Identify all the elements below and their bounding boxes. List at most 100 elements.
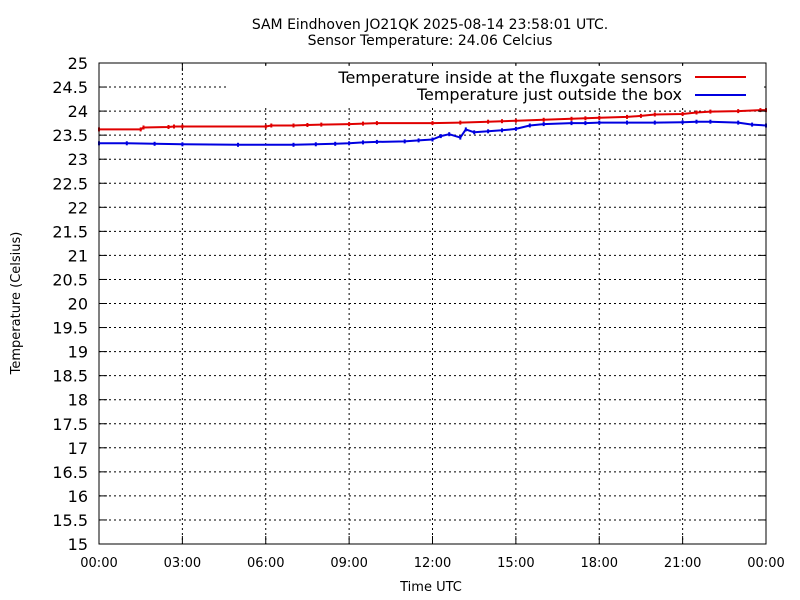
data-point [139,127,142,132]
data-point [653,120,656,125]
data-point [681,112,684,116]
y-tick-label: 21.5 [52,222,88,241]
legend-background [228,66,764,106]
data-point [737,109,740,114]
data-point [348,141,351,146]
data-point [167,125,170,129]
y-tick-label: 15.5 [52,511,88,530]
y-tick-label: 20.5 [52,270,88,289]
data-point [751,122,754,127]
data-point [695,119,698,124]
data-point [270,123,273,128]
data-point [639,113,642,118]
data-point [375,121,378,126]
data-point [292,123,295,128]
data-point [181,142,184,147]
data-point [439,134,442,139]
x-tick-label: 00:00 [80,556,117,571]
x-tick-label: 21:00 [664,556,701,571]
data-point [528,123,531,128]
y-tick-label: 24 [68,102,88,121]
data-point [501,128,503,133]
data-point [362,140,364,145]
data-point [459,135,462,140]
data-point [598,115,601,120]
y-tick-label: 24.5 [52,78,88,97]
data-point [375,139,378,144]
x-tick-label: 00:00 [747,556,784,571]
data-point [403,139,406,144]
legend-label-outside: Temperature just outside the box [416,85,682,104]
data-point [173,124,175,129]
x-tick-label: 06:00 [247,556,284,571]
y-tick-label: 16.5 [52,463,88,482]
data-point [501,119,503,124]
data-point [292,142,295,147]
data-point [431,137,434,142]
data-point [695,110,698,115]
data-point [487,119,490,124]
x-tick-label: 18:00 [581,556,618,571]
data-point [542,122,545,127]
data-point [237,142,239,147]
legend-label-inside: Temperature inside at the fluxgate senso… [337,68,682,87]
x-tick-label: 12:00 [414,556,451,571]
data-point [459,120,462,125]
y-axis-label: Temperature (Celsius) [9,232,24,376]
data-point [584,116,587,121]
data-point [584,121,587,126]
data-point [153,141,156,146]
data-point [334,141,337,146]
y-tick-label: 17 [68,439,88,458]
data-point [759,108,762,113]
y-tick-label: 16 [68,487,88,506]
data-point [417,138,420,143]
data-point [448,132,451,137]
y-tick-label: 18 [68,391,88,410]
data-point [598,120,601,125]
y-tick-label: 19 [68,343,88,362]
data-point [464,127,467,132]
data-point [626,120,628,125]
data-point [348,122,351,127]
data-point [514,126,517,131]
x-tick-label: 09:00 [330,556,367,571]
data-point [514,118,517,123]
data-point [570,116,573,121]
y-tick-label: 18.5 [52,367,88,386]
data-point [320,122,323,127]
x-axis-label: Time UTC [399,580,462,595]
data-point [264,124,267,129]
y-tick-label: 19.5 [52,319,88,338]
grid-lines [99,63,766,544]
data-point [570,121,573,126]
data-point [737,120,740,125]
legend: Temperature inside at the fluxgate senso… [228,66,764,106]
x-tick-label: 03:00 [164,556,201,571]
chart-title: SAM Eindhoven JO21QK 2025-08-14 23:58:01… [252,17,608,33]
data-point [142,125,145,130]
y-tick-label: 23.5 [52,126,88,145]
x-tick-label: 15:00 [497,556,534,571]
y-tick-label: 17.5 [52,415,88,434]
y-tick-label: 22.5 [52,174,88,193]
data-point [362,121,364,126]
y-tick-label: 15 [68,535,88,554]
data-point [306,123,309,127]
y-tick-label: 22 [68,198,88,217]
y-axis-ticks: 15 15.5 16 16.5 17 17.5 18 18.5 19 19.5 20 20.5 21 21… [52,54,766,554]
data-point [473,130,476,135]
y-tick-label: 25 [68,54,88,73]
y-tick-label: 20 [68,295,88,314]
data-point [709,119,712,124]
data-point [653,112,656,117]
data-point [681,120,684,125]
series-line-inside [99,109,766,131]
y-tick-label: 21 [68,246,88,265]
y-tick-label: 23 [68,150,88,169]
chart-subtitle: Sensor Temperature: 24.06 Celcius [308,33,553,49]
data-point [181,124,184,129]
data-point [314,142,317,147]
data-point [125,141,128,146]
data-point [709,109,712,114]
